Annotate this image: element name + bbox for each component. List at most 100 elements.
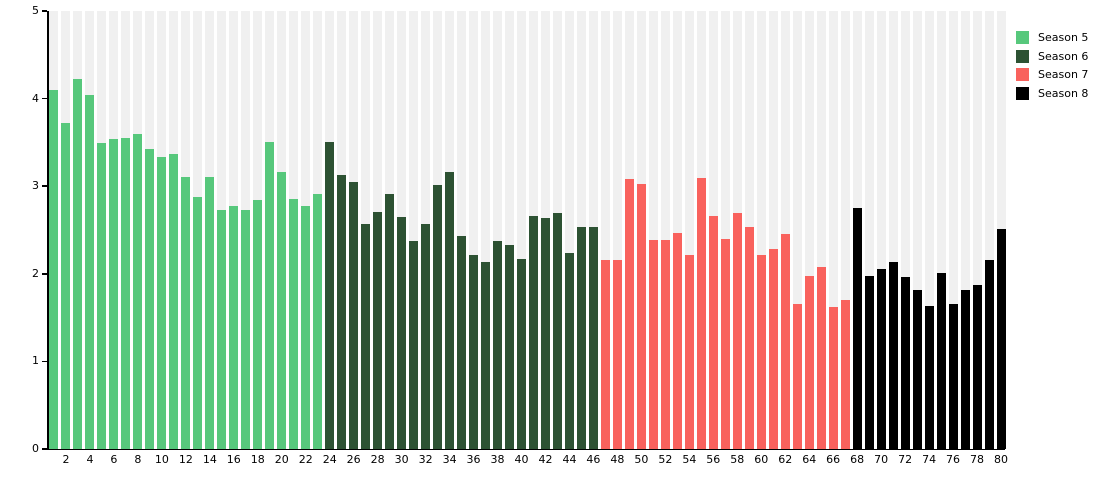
x-tick-label-14: 14 (202, 453, 217, 466)
x-tick-label-2: 2 (62, 453, 70, 466)
background-bar (888, 11, 898, 449)
bar-episode-42 (540, 217, 550, 449)
bar-episode-64 (804, 275, 814, 449)
bar-episode-6 (109, 138, 119, 449)
bar-episode-40 (517, 258, 526, 449)
bar-episode-5 (97, 143, 107, 449)
x-tick-label-36: 36 (466, 453, 481, 466)
bar-episode-30 (397, 216, 407, 449)
y-tick-label-0: 0 (32, 442, 39, 455)
bar-episode-43 (552, 213, 562, 449)
background-bar (648, 11, 658, 449)
background-bar (469, 11, 479, 449)
bar-episode-20 (277, 172, 287, 449)
bar-episode-34 (445, 172, 455, 449)
x-tick-label-60: 60 (754, 453, 769, 466)
bar-episode-35 (457, 236, 467, 449)
x-tick-label-10: 10 (154, 453, 169, 466)
bar-episode-2 (61, 123, 71, 449)
background-bar (493, 11, 503, 449)
x-tick-label-26: 26 (346, 453, 361, 466)
bar-episode-46 (588, 227, 598, 449)
x-tick-label-24: 24 (322, 453, 337, 466)
y-tick-label-5: 5 (32, 4, 39, 17)
x-tick-label-16: 16 (226, 453, 241, 466)
bar-episode-15 (217, 209, 227, 449)
bar-episode-44 (564, 252, 574, 449)
legend-label: Season 5 (1038, 31, 1089, 44)
bar-episode-36 (469, 254, 479, 449)
legend-item-season-7: Season 7 (1016, 68, 1096, 82)
x-tick-label-74: 74 (922, 453, 937, 466)
x-tick-label-50: 50 (634, 453, 649, 466)
background-bar (984, 11, 994, 449)
x-tick-label-20: 20 (274, 453, 289, 466)
bar-episode-73 (912, 289, 922, 449)
background-bar (876, 11, 886, 449)
bar-episode-19 (265, 142, 275, 449)
bar-episode-50 (636, 184, 646, 449)
background-bar (828, 11, 838, 449)
bar-episode-79 (984, 259, 994, 449)
plot-area (48, 11, 1007, 449)
bar-episode-31 (409, 240, 419, 449)
bar-episode-53 (672, 232, 682, 449)
bar-episode-55 (696, 178, 706, 449)
x-tick-label-62: 62 (778, 453, 793, 466)
bar-episode-33 (433, 185, 443, 449)
y-tick-mark-1 (42, 360, 47, 363)
legend-label: Season 8 (1038, 86, 1089, 100)
y-tick-mark-2 (42, 273, 47, 275)
background-bar (612, 11, 622, 449)
x-tick-label-44: 44 (562, 453, 577, 466)
x-tick-label-76: 76 (946, 453, 961, 466)
bar-episode-65 (816, 266, 826, 449)
bar-episode-14 (205, 177, 215, 449)
bar-episode-12 (181, 176, 191, 449)
bar-episode-25 (337, 174, 347, 449)
background-bar (780, 11, 790, 449)
background-bar (505, 11, 515, 449)
bar-episode-72 (900, 277, 910, 449)
y-axis-line (47, 11, 49, 450)
bar-episode-67 (840, 300, 850, 449)
background-bar (912, 11, 922, 449)
legend-label: Season 7 (1038, 68, 1089, 82)
bar-episode-80 (996, 229, 1006, 449)
bar-episode-9 (145, 149, 155, 449)
bar-episode-3 (73, 79, 83, 449)
background-bar (936, 11, 946, 449)
bar-episode-51 (648, 239, 658, 449)
x-tick-label-78: 78 (970, 453, 985, 466)
background-bar (840, 11, 850, 449)
bar-episode-11 (169, 153, 179, 449)
x-tick-label-48: 48 (610, 453, 625, 466)
x-tick-label-18: 18 (250, 453, 265, 466)
bar-episode-18 (253, 200, 263, 449)
background-bar (948, 11, 958, 449)
bar-episode-37 (481, 261, 491, 449)
legend-swatch-icon (1016, 68, 1029, 82)
background-bar (672, 11, 682, 449)
bar-episode-22 (301, 206, 311, 449)
y-tick-mark-4 (42, 97, 47, 100)
bar-episode-66 (828, 307, 838, 449)
bar-episode-29 (385, 194, 395, 449)
background-bar (720, 11, 730, 449)
x-tick-label-22: 22 (298, 453, 313, 466)
bar-episode-47 (600, 259, 610, 449)
legend-swatch-icon (1016, 49, 1029, 63)
bar-episode-16 (229, 206, 239, 449)
background-bar (457, 11, 467, 449)
bar-episode-63 (792, 303, 802, 449)
legend-item-season-6: Season 6 (1016, 49, 1096, 63)
bar-episode-54 (684, 254, 694, 449)
background-bar (864, 11, 874, 449)
x-tick-label-58: 58 (730, 453, 745, 466)
background-bar (660, 11, 670, 449)
bar-episode-70 (876, 269, 886, 449)
bar-episode-17 (241, 209, 251, 449)
x-tick-label-46: 46 (586, 453, 601, 466)
bar-episode-56 (708, 215, 718, 449)
